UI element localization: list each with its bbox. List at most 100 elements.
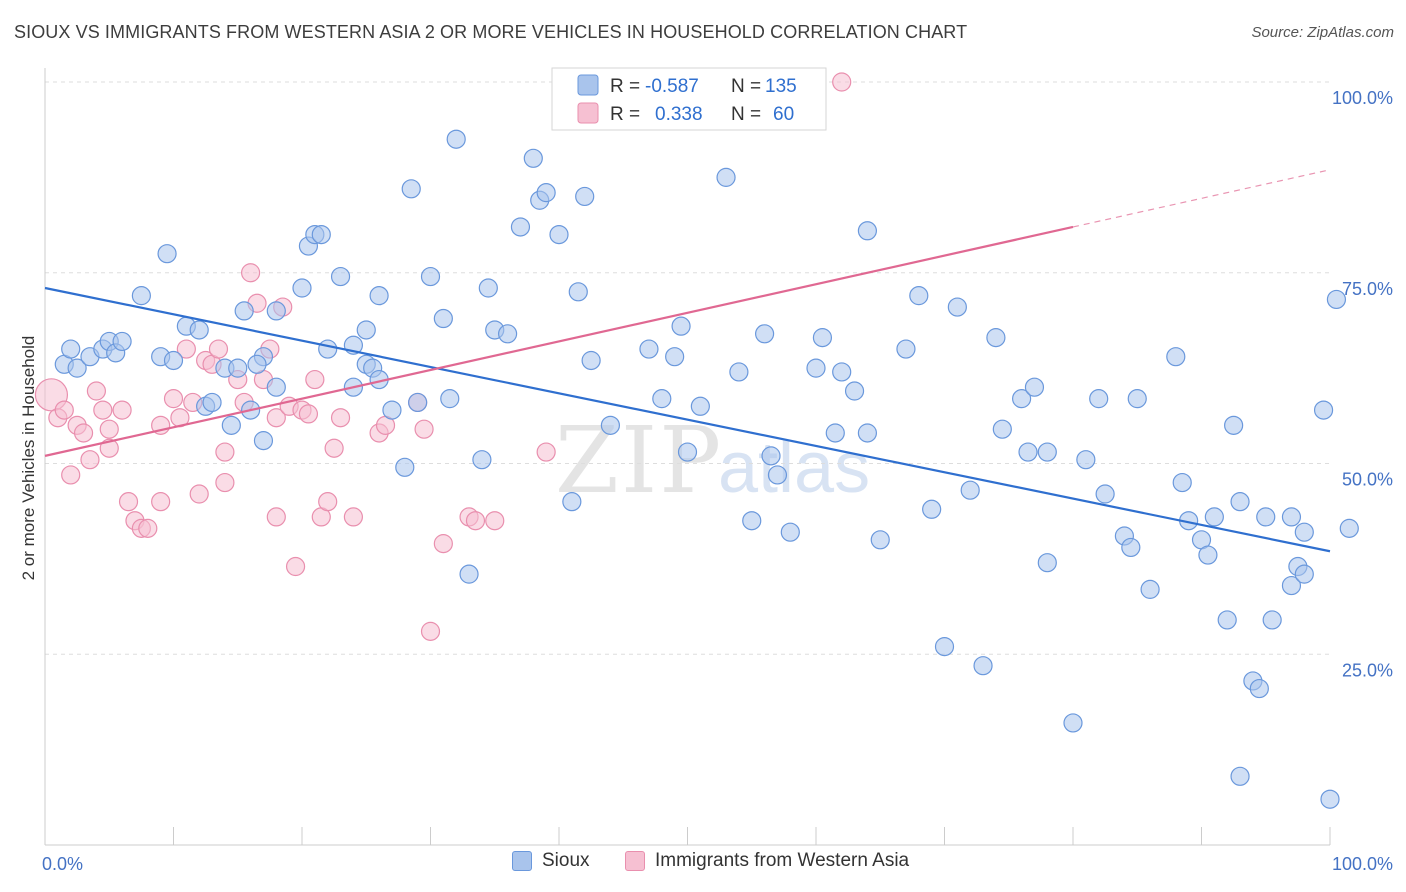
- data-point-western-asia: [465, 511, 486, 531]
- data-point-western-asia: [176, 339, 196, 359]
- data-point-western-asia: [241, 263, 261, 283]
- data-point-sioux: [1121, 537, 1141, 558]
- legend-top-r-value: -0.587: [645, 76, 699, 97]
- data-point-sioux: [292, 278, 312, 298]
- data-point-sioux: [1011, 389, 1032, 409]
- data-point-sioux: [202, 392, 222, 413]
- data-point-sioux: [742, 511, 762, 531]
- data-point-sioux: [1018, 442, 1038, 462]
- data-point-sioux: [1095, 484, 1115, 504]
- data-point-western-asia: [215, 442, 235, 462]
- data-point-sioux: [472, 450, 492, 470]
- data-point-western-asia: [99, 438, 119, 458]
- data-point-sioux: [311, 225, 331, 245]
- data-point-western-asia: [163, 389, 184, 409]
- data-point-sioux: [922, 499, 942, 519]
- data-point-sioux: [112, 331, 132, 352]
- legend-top-r-value: 0.338: [655, 104, 703, 125]
- data-point-sioux: [665, 347, 685, 367]
- data-point-western-asia: [118, 492, 139, 512]
- data-point-sioux: [992, 419, 1012, 439]
- data-point-sioux: [671, 316, 691, 336]
- x-tick-label: 0.0%: [42, 854, 83, 874]
- data-point-sioux: [1262, 610, 1282, 630]
- data-point-sioux: [1198, 545, 1218, 565]
- trend-lines: [44, 169, 1331, 553]
- data-point-sioux: [157, 244, 177, 264]
- data-point-sioux: [382, 400, 402, 420]
- data-point-western-asia: [54, 400, 74, 420]
- series-sioux: [54, 129, 1359, 809]
- data-point-sioux: [131, 286, 151, 306]
- data-point-sioux: [234, 301, 254, 321]
- data-point-sioux: [1281, 575, 1302, 596]
- data-point-western-asia: [112, 400, 132, 420]
- data-point-western-asia: [189, 484, 209, 504]
- data-point-western-asia: [86, 381, 107, 401]
- data-point-sioux: [247, 354, 267, 374]
- legend-label-western-asia: Immigrants from Western Asia: [655, 850, 910, 871]
- data-point-sioux: [690, 396, 710, 416]
- legend-top-n-value: 135: [765, 76, 797, 97]
- data-point-sioux: [221, 415, 241, 435]
- data-point-sioux: [568, 282, 588, 302]
- legend-top: R = -0.587 N = 135 R = 0.338 N = 60: [551, 67, 827, 131]
- data-point-sioux: [395, 457, 415, 477]
- data-point-sioux: [947, 297, 967, 317]
- data-point-sioux: [440, 389, 460, 409]
- data-point-sioux: [960, 480, 980, 500]
- data-point-sioux: [761, 446, 781, 466]
- data-point-western-asia: [433, 534, 453, 554]
- data-point-sioux: [857, 221, 878, 241]
- data-point-sioux: [510, 217, 531, 237]
- data-point-sioux: [600, 415, 621, 435]
- data-point-sioux: [844, 381, 865, 401]
- data-point-western-asia: [285, 556, 306, 577]
- data-point-sioux: [716, 167, 736, 187]
- data-point-western-asia: [324, 438, 344, 458]
- data-point-sioux: [318, 339, 338, 359]
- data-point-sioux: [1037, 442, 1057, 462]
- y-tick-labels: 100.0% 75.0% 50.0% 25.0%: [1332, 88, 1393, 680]
- data-point-sioux: [356, 320, 376, 340]
- data-point-western-asia: [536, 442, 556, 462]
- data-point-sioux: [1204, 507, 1224, 527]
- data-point-western-asia: [832, 72, 852, 92]
- data-point-sioux: [832, 362, 852, 382]
- data-point-sioux: [562, 492, 582, 512]
- data-point-sioux: [1249, 678, 1269, 699]
- data-point-sioux: [1230, 492, 1250, 512]
- data-point-western-asia: [485, 511, 505, 531]
- data-point-sioux: [266, 377, 286, 397]
- data-point-sioux: [459, 564, 479, 584]
- data-point-sioux: [408, 392, 428, 413]
- data-point-sioux: [189, 320, 209, 340]
- data-point-sioux: [228, 358, 248, 378]
- data-point-sioux: [812, 328, 833, 348]
- data-point-sioux: [433, 308, 453, 329]
- legend-item-western-asia: Immigrants from Western Asia: [625, 850, 909, 872]
- data-point-sioux: [1166, 347, 1186, 367]
- y-axis-label: 2 or more Vehicles in Household: [19, 336, 38, 581]
- data-point-western-asia: [318, 492, 338, 512]
- legend-label-sioux: Sioux: [542, 850, 590, 871]
- watermark: ZIP atlas: [555, 407, 870, 514]
- data-point-sioux: [1256, 507, 1276, 527]
- data-point-sioux: [369, 286, 389, 306]
- legend-bottom: Sioux Immigrants from Western Asia: [0, 850, 1406, 880]
- data-point-sioux: [1076, 450, 1096, 470]
- data-point-sioux: [61, 339, 81, 359]
- data-point-sioux: [639, 339, 659, 359]
- legend-top-swatch-wa: [577, 102, 599, 124]
- data-point-western-asia: [343, 507, 363, 527]
- data-point-sioux: [857, 423, 878, 443]
- data-point-sioux: [1172, 472, 1192, 493]
- data-point-western-asia: [73, 423, 94, 443]
- data-point-sioux: [896, 339, 916, 359]
- data-point-sioux: [870, 530, 890, 550]
- y-tick-label: 100.0%: [1332, 88, 1393, 108]
- watermark-atlas: atlas: [718, 428, 870, 508]
- y-tick-label: 25.0%: [1342, 660, 1393, 680]
- data-point-western-asia: [215, 472, 235, 493]
- data-point-western-asia: [80, 450, 100, 470]
